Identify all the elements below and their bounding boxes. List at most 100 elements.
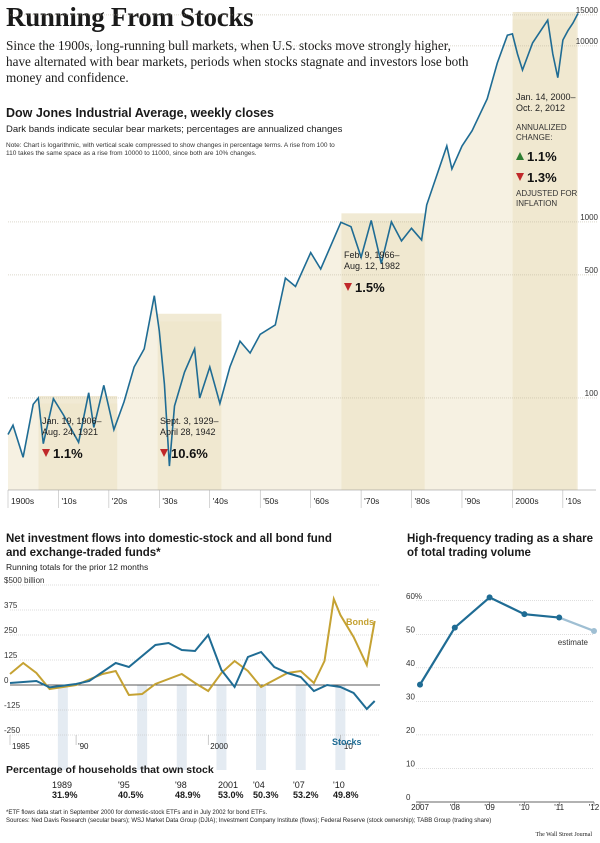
ownership-item: '95 40.5% [118, 780, 144, 800]
hft-series-line [419, 596, 560, 686]
band-labels: Jan. 19, 1906–Aug. 24, 1921 1.1% Sept. 3, … [42, 92, 578, 461]
ownership-title: Percentage of households that own stock [6, 764, 214, 776]
ownership-stripe [216, 685, 227, 770]
flows-subtitle: Running totals for the prior 12 months [6, 562, 149, 572]
stocks-series-line [9, 633, 376, 711]
ownership-year: '95 [118, 780, 130, 790]
ownership-item: 2001 53.0% [218, 780, 244, 800]
dj-series-line [7, 13, 579, 467]
hft-x-tick-label: '09 [484, 803, 495, 810]
hft-chart: 0 10 20 30 40 50 60% estimate 2007 '08 '09 '10 '11… [406, 592, 600, 810]
band-change: 1.5% [355, 280, 385, 295]
hft-x-tick-label: '12 [589, 803, 600, 810]
dj-chart-subtitle: Dark bands indicate secular bear markets… [6, 124, 343, 135]
ownership-stripe [295, 685, 306, 770]
dj-chart: 100 500 1000 10000 15000 1900s '10s '20s '30s '4… [7, 6, 599, 508]
down-triangle-icon [344, 283, 352, 291]
ownership-year: 2001 [218, 780, 239, 790]
flows-x-tick-label: 1985 [12, 742, 30, 751]
dj-y-tick-label: 15000 [576, 6, 599, 15]
band-date-label: Aug. 12, 1982 [344, 261, 400, 271]
estimate-label: estimate [558, 638, 589, 647]
band-change: 10.6% [171, 446, 208, 461]
band-date-label: Jan. 19, 1906– [42, 416, 102, 426]
flows-gridlines: -250 -125 0 125 250 375 $500 billion [4, 576, 380, 736]
flows-y-tick-label: 125 [4, 651, 18, 660]
band-date-label: Feb. 9, 1966– [344, 250, 400, 260]
flows-x-tick-label: 2000 [210, 742, 228, 751]
ownership-value: 31.9% [52, 790, 78, 800]
hft-estimate-line [558, 616, 595, 632]
dj-y-tick-label: 10000 [576, 37, 599, 46]
area-under-line [8, 13, 578, 491]
ownership-value: 48.9% [175, 790, 201, 800]
flows-x-tick-label: '90 [78, 742, 89, 751]
flows-y-tick-label: 250 [4, 626, 18, 635]
flows-axis: 1985 '90 2000 '10 Bonds Stocks [9, 617, 374, 751]
headline: Running From Stocks [6, 2, 254, 32]
ownership-value: 49.8% [333, 790, 359, 800]
dj-y-tick-label: 100 [585, 389, 599, 398]
hft-y-tick-label: 20 [406, 726, 415, 735]
hft-y-tick-label: 10 [406, 759, 415, 768]
bonds-series-label: Bonds [346, 617, 374, 627]
hft-y-tick-label: 40 [406, 659, 415, 668]
dj-x-tick-label: '10s [61, 496, 76, 506]
flows-y-tick-label: $500 billion [4, 576, 44, 585]
ownership-stripe [335, 685, 346, 770]
hft-point [417, 681, 423, 688]
adjusted-label: INFLATION [516, 199, 557, 208]
dj-x-tick-label: '80s [415, 496, 430, 506]
up-triangle-icon [516, 152, 524, 160]
hft-title: High-frequency trading as a share of tot… [407, 533, 593, 559]
dj-chart-title: Dow Jones Industrial Average, weekly clo… [6, 106, 274, 120]
flows-y-tick-label: 0 [4, 676, 9, 685]
ownership-stripe [57, 685, 68, 770]
hft-y-tick-label: 0 [406, 793, 411, 802]
hft-y-tick-label: 60% [406, 592, 422, 601]
hft-x-tick-label: '10 [519, 803, 530, 810]
stocks-series-label: Stocks [332, 737, 362, 747]
hft-point [556, 614, 563, 621]
ownership-year: '98 [175, 780, 187, 790]
ownership-year: '04 [253, 780, 265, 790]
hft-x-tick-label: '08 [450, 803, 461, 810]
dj-x-tick-label: '20s [112, 496, 127, 506]
ownership-stripe [256, 685, 267, 770]
flows-y-tick-label: 375 [4, 601, 18, 610]
band-change-down: 1.3% [527, 170, 557, 185]
flows-y-tick-label: -125 [4, 701, 21, 710]
hft-y-tick-label: 30 [406, 692, 415, 701]
down-triangle-icon [42, 449, 50, 457]
footnote: *ETF flows data start in September 2000 … [6, 810, 492, 824]
ownership-stripe [176, 685, 187, 770]
ownership-item: 1989 31.9% [52, 780, 78, 800]
band-date-label: Sept. 3, 1929– [160, 416, 219, 426]
band-change-up: 1.1% [527, 149, 557, 164]
bonds-series-line [9, 595, 376, 697]
ownership-year: '07 [293, 780, 305, 790]
dj-x-tick-label: '30s [162, 496, 177, 506]
flows-chart: -250 -125 0 125 250 375 $500 billion 1985 '90 20… [4, 576, 380, 770]
annualized-label: ANNUALIZED [516, 123, 567, 132]
ownership-value: 50.3% [253, 790, 279, 800]
down-triangle-icon [160, 449, 168, 457]
dj-x-tick-label: '90s [465, 496, 480, 506]
band-date-label: Oct. 2, 2012 [516, 103, 565, 113]
ownership-year: 1989 [52, 780, 73, 790]
ownership-year: '10 [333, 780, 345, 790]
hft-x-tick-label: '11 [554, 803, 564, 810]
flows-title: Net investment flows into domestic-stock… [6, 533, 332, 559]
hft-point [451, 624, 458, 631]
hft-gridlines: 0 10 20 30 40 50 60% [406, 592, 595, 806]
hft-point [486, 594, 493, 601]
dj-chart-note: Note: Chart is logarithmic, with vertica… [6, 142, 335, 157]
ownership-item: '10 49.8% [333, 780, 359, 800]
dj-x-tick-label: 2000s [515, 496, 538, 506]
flows-y-tick-label: -250 [4, 726, 21, 735]
band-date-label: April 28, 1942 [160, 427, 216, 437]
ownership-stripe [137, 685, 148, 770]
dj-x-tick-label: '40s [213, 496, 228, 506]
ownership-item: '07 53.2% [293, 780, 319, 800]
dj-x-tick-label: '50s [263, 496, 278, 506]
